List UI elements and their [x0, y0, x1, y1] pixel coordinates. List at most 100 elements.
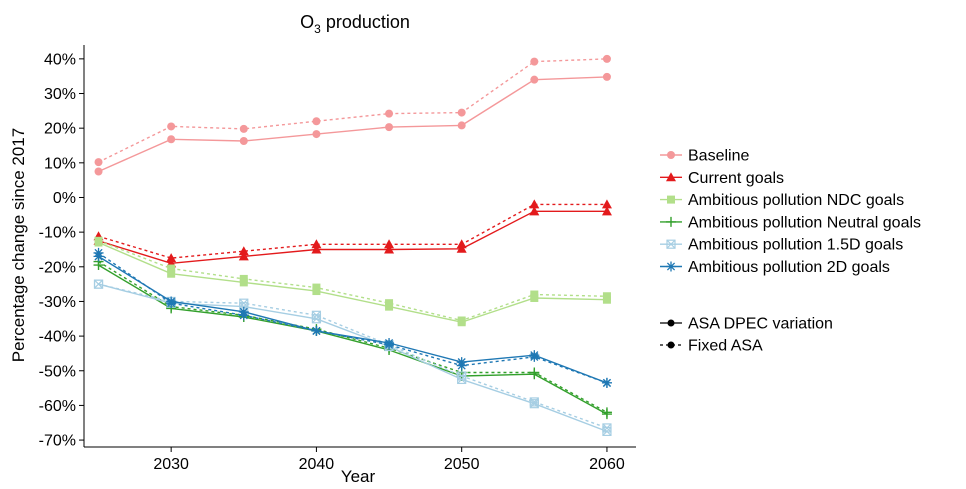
legend-marker: [667, 151, 675, 159]
data-point: [167, 122, 176, 131]
data-point: [601, 199, 612, 209]
data-point: [456, 357, 467, 368]
data-point: [602, 295, 611, 304]
y-tick-label: 0%: [53, 190, 76, 207]
y-axis-title: Percentage change since 2017: [9, 128, 28, 362]
data-point: [311, 314, 322, 324]
data-point: [457, 318, 466, 327]
x-tick-label: 2060: [589, 456, 625, 473]
legend-label: Ambitious pollution NDC goals: [688, 192, 904, 209]
data-point: [602, 72, 611, 81]
legend-linetype-item: ASA DPEC variation: [660, 316, 833, 333]
y-tick-label: 30%: [44, 86, 76, 103]
y-tick-label: -30%: [39, 294, 76, 311]
legend-item: Ambitious pollution 1.5D goals: [660, 237, 903, 254]
series-line-dashed: [98, 58, 607, 163]
legend-label: Ambitious pollution 2D goals: [688, 259, 890, 276]
data-point: [94, 167, 103, 176]
series-line-solid: [98, 210, 607, 265]
series-0: [94, 54, 611, 176]
data-point: [167, 269, 176, 278]
data-point: [311, 239, 322, 249]
series-line-solid: [98, 241, 607, 323]
x-axis: 2030 2040 2050 2060: [84, 446, 636, 473]
legend-label: Current goals: [688, 170, 784, 187]
legend-linetype-marker: [667, 341, 675, 349]
x-tick-label: 2030: [153, 456, 189, 473]
chart-title: O3 production: [300, 12, 410, 36]
y-tick-label: 10%: [44, 155, 76, 172]
legend-marker: [666, 172, 676, 182]
y-axis: 40% 30% 20% 10% 0% -10% -20% -30% -40% -50% -60% -7…: [39, 45, 85, 450]
data-point: [457, 374, 467, 385]
data-point: [238, 306, 249, 317]
legend-item: Ambitious pollution NDC goals: [660, 192, 904, 209]
data-point: [166, 253, 177, 263]
y-tick-label: -60%: [39, 398, 76, 415]
legend-label: Baseline: [688, 148, 749, 165]
legend-marker: [667, 195, 675, 204]
data-point: [457, 121, 466, 130]
data-point: [93, 260, 104, 271]
y-tick-label: -40%: [39, 329, 76, 346]
legend-item: Baseline: [660, 148, 749, 165]
series-line-dashed: [98, 261, 608, 413]
x-axis-title: Year: [341, 467, 376, 486]
data-point: [167, 264, 176, 273]
y-tick-label: -50%: [39, 363, 76, 380]
legend-linetype-label: ASA DPEC variation: [688, 316, 833, 333]
data-point: [239, 136, 248, 145]
legend-marker: [666, 216, 676, 227]
data-point: [239, 124, 248, 133]
data-point: [385, 302, 394, 311]
data-point: [384, 338, 395, 349]
data-point: [602, 54, 611, 63]
data-point: [529, 206, 540, 216]
data-point: [530, 75, 539, 84]
data-point: [167, 135, 176, 144]
data-point: [93, 279, 104, 289]
data-point: [238, 246, 249, 256]
chart-title-rest: production: [321, 12, 410, 32]
series-line-dashed: [98, 240, 607, 322]
data-point: [529, 399, 539, 409]
y-tick-label: 40%: [44, 51, 76, 68]
data-point: [311, 244, 322, 254]
series-3: [93, 256, 612, 420]
legend-item: Ambitious pollution 2D goals: [660, 259, 890, 276]
legend-series: Baseline Current goals Ambitious pollution…: [660, 148, 921, 276]
data-point: [312, 117, 321, 126]
data-point: [238, 251, 249, 261]
data-point: [601, 377, 612, 388]
series-2: [94, 236, 611, 327]
series-1: [93, 199, 612, 268]
series-line-solid: [98, 255, 608, 384]
y-tick-label: -70%: [39, 433, 76, 450]
data-point: [94, 238, 103, 247]
legend-item: Current goals: [660, 170, 784, 187]
data-point: [530, 57, 539, 66]
legend-item: Ambitious pollution Neutral goals: [660, 214, 921, 231]
data-point: [311, 325, 322, 336]
data-point: [384, 244, 395, 254]
data-point: [529, 369, 540, 380]
x-tick-label: 2040: [299, 456, 335, 473]
legend-linetype-item: Fixed ASA: [660, 338, 763, 355]
legend-linetype: ASA DPEC variation Fixed ASA: [660, 316, 833, 355]
legend-marker: [666, 261, 676, 272]
series-line-dashed: [98, 283, 608, 429]
legend-linetype-marker: [667, 319, 675, 327]
legend-label: Ambitious pollution Neutral goals: [688, 214, 921, 231]
data-point: [166, 296, 177, 307]
data-point: [529, 350, 540, 361]
data-point: [457, 108, 466, 117]
x-tick-label: 2050: [444, 456, 480, 473]
data-point: [94, 158, 103, 167]
data-point: [530, 293, 539, 302]
data-point: [239, 278, 248, 287]
chart-title-subscript: 3: [314, 22, 321, 36]
legend-label: Ambitious pollution 1.5D goals: [688, 237, 903, 254]
series-line-dashed: [98, 203, 607, 259]
y-tick-label: -10%: [39, 225, 76, 242]
